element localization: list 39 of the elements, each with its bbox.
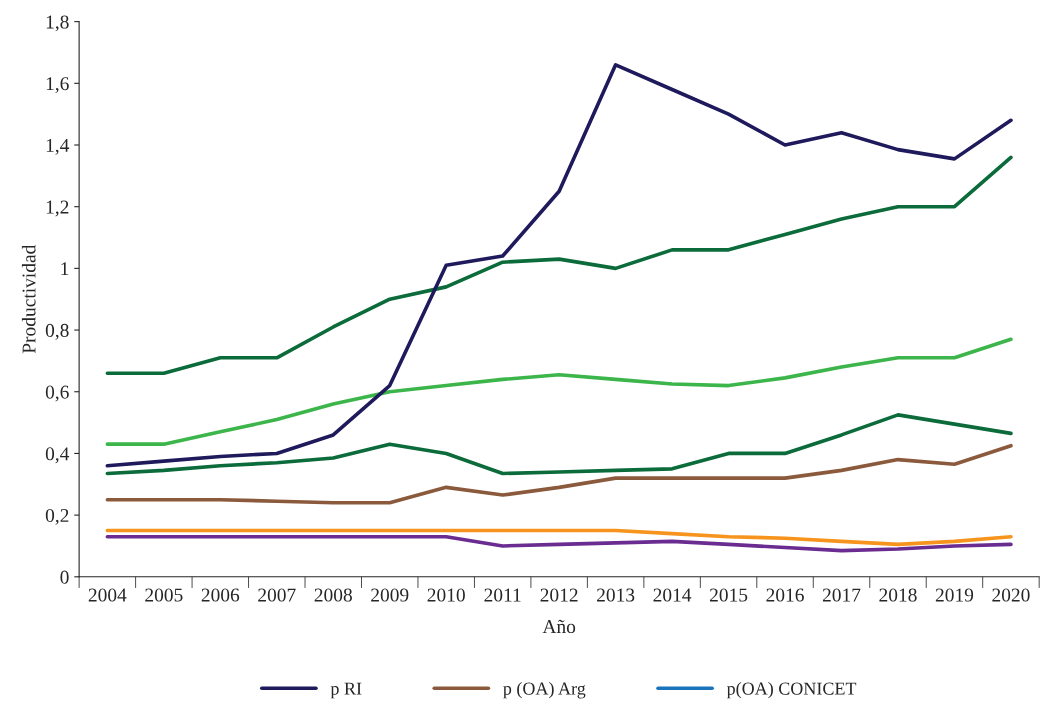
y-axis-title: Productividad bbox=[21, 244, 36, 354]
line-series bbox=[105, 534, 1013, 553]
legend-label: p (OA) Arg bbox=[503, 681, 586, 699]
line-series bbox=[105, 155, 1013, 376]
x-tick-label: 2004 bbox=[88, 588, 127, 602]
line-series bbox=[105, 443, 1013, 505]
x-tick-label: 2019 bbox=[935, 588, 974, 602]
y-tick-label: 0,6 bbox=[45, 385, 69, 402]
y-tick-label: 0,2 bbox=[45, 508, 69, 525]
x-tick-label: 2013 bbox=[597, 588, 635, 602]
x-tick-label: 2009 bbox=[371, 588, 409, 602]
x-tick-label: 2014 bbox=[653, 588, 692, 602]
x-tick-label: 2010 bbox=[427, 588, 465, 602]
y-tick-label: 0 bbox=[60, 570, 69, 584]
x-axis-title: Año bbox=[542, 619, 576, 634]
x-tick-label: 2007 bbox=[258, 588, 296, 602]
line-series bbox=[105, 528, 1013, 547]
y-tick-label: 1,6 bbox=[46, 77, 69, 94]
y-tick-label: 1,2 bbox=[46, 200, 69, 217]
x-tick-label: 2005 bbox=[145, 588, 183, 602]
x-tick-label: 2006 bbox=[201, 588, 240, 602]
y-tick-label: 1,8 bbox=[46, 15, 69, 32]
line-series bbox=[105, 337, 1013, 446]
y-tick-label: 1 bbox=[61, 262, 69, 276]
legend-label: p RI bbox=[330, 682, 362, 699]
x-tick-label: 2016 bbox=[766, 588, 804, 602]
x-tick-label: 2011 bbox=[484, 588, 521, 602]
x-tick-label: 2017 bbox=[822, 588, 861, 602]
y-tick-label: 0,4 bbox=[45, 447, 70, 464]
line-series bbox=[105, 63, 1013, 468]
x-tick-label: 2020 bbox=[992, 588, 1030, 602]
line-series bbox=[105, 413, 1013, 476]
legend-label: p(OA) CONICET bbox=[726, 681, 857, 699]
x-tick-label: 2015 bbox=[709, 588, 748, 602]
x-tick-label: 2012 bbox=[540, 588, 578, 602]
x-tick-label: 2018 bbox=[879, 588, 917, 602]
x-tick-label: 2008 bbox=[314, 588, 352, 602]
y-tick-label: 1,4 bbox=[46, 138, 70, 155]
y-tick-label: 0,8 bbox=[45, 323, 69, 340]
